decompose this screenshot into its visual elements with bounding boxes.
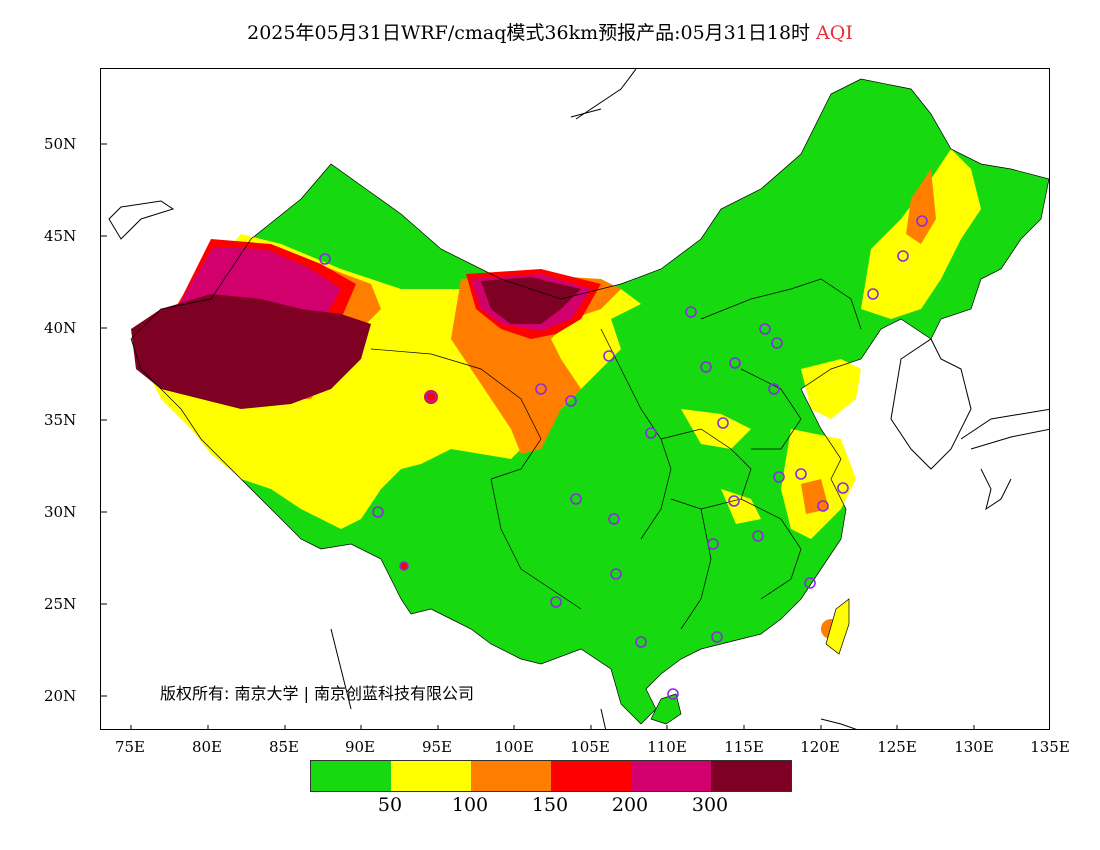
x-tick-label: 125E (877, 738, 917, 756)
x-tick-label: 85E (268, 738, 300, 756)
x-tick-label: 115E (724, 738, 764, 756)
y-tick-label: 45N (44, 227, 77, 245)
legend-label: 150 (531, 794, 569, 816)
x-tick-label: 130E (954, 738, 994, 756)
y-tick-label: 40N (44, 319, 77, 337)
x-tick-label: 110E (647, 738, 687, 756)
hainan-island (650, 693, 682, 725)
aqi-layer-maroon (131, 277, 581, 409)
legend-swatch (551, 761, 631, 791)
y-tick-label: 50N (44, 135, 77, 153)
x-tick-label: 120E (800, 738, 840, 756)
x-tick-label: 80E (191, 738, 223, 756)
legend-label: 200 (611, 794, 649, 816)
frame-ticks (101, 143, 975, 729)
y-tick-label: 35N (44, 411, 77, 429)
y-tick-label: 25N (44, 595, 77, 613)
legend-label: 300 (691, 794, 729, 816)
legend-swatch (471, 761, 551, 791)
y-tick-label: 20N (44, 687, 77, 705)
legend-swatch (391, 761, 471, 791)
x-tick-label: 75E (114, 738, 146, 756)
taiwan-island (825, 598, 850, 655)
legend-swatch (311, 761, 391, 791)
legend-label: 100 (451, 794, 489, 816)
title-main: 2025年05月31日WRF/cmaq模式36km预报产品:05月31日18时 (247, 22, 811, 44)
legend-label: 50 (377, 794, 403, 816)
x-tick-label: 135E (1030, 738, 1070, 756)
x-tick-label: 100E (494, 738, 534, 756)
copyright-text: 版权所有: 南京大学 | 南京创蓝科技有限公司 (160, 684, 475, 703)
title-variable: AQI (816, 22, 853, 44)
page-title: 2025年05月31日WRF/cmaq模式36km预报产品:05月31日18时 A… (0, 18, 1100, 45)
x-tick-label: 90E (344, 738, 376, 756)
x-tick-label: 95E (421, 738, 453, 756)
coastline-outlines (108, 69, 1049, 729)
legend-swatch (711, 761, 791, 791)
map-panel (100, 68, 1050, 730)
legend-swatch (631, 761, 711, 791)
x-tick-label: 105E (570, 738, 610, 756)
aqi-color-legend (310, 760, 792, 792)
station-markers (319, 215, 928, 700)
y-tick-label: 30N (44, 503, 77, 521)
province-boundaries (130, 78, 1049, 725)
aqi-layer-green (131, 79, 1049, 724)
aqi-map (101, 69, 1049, 729)
